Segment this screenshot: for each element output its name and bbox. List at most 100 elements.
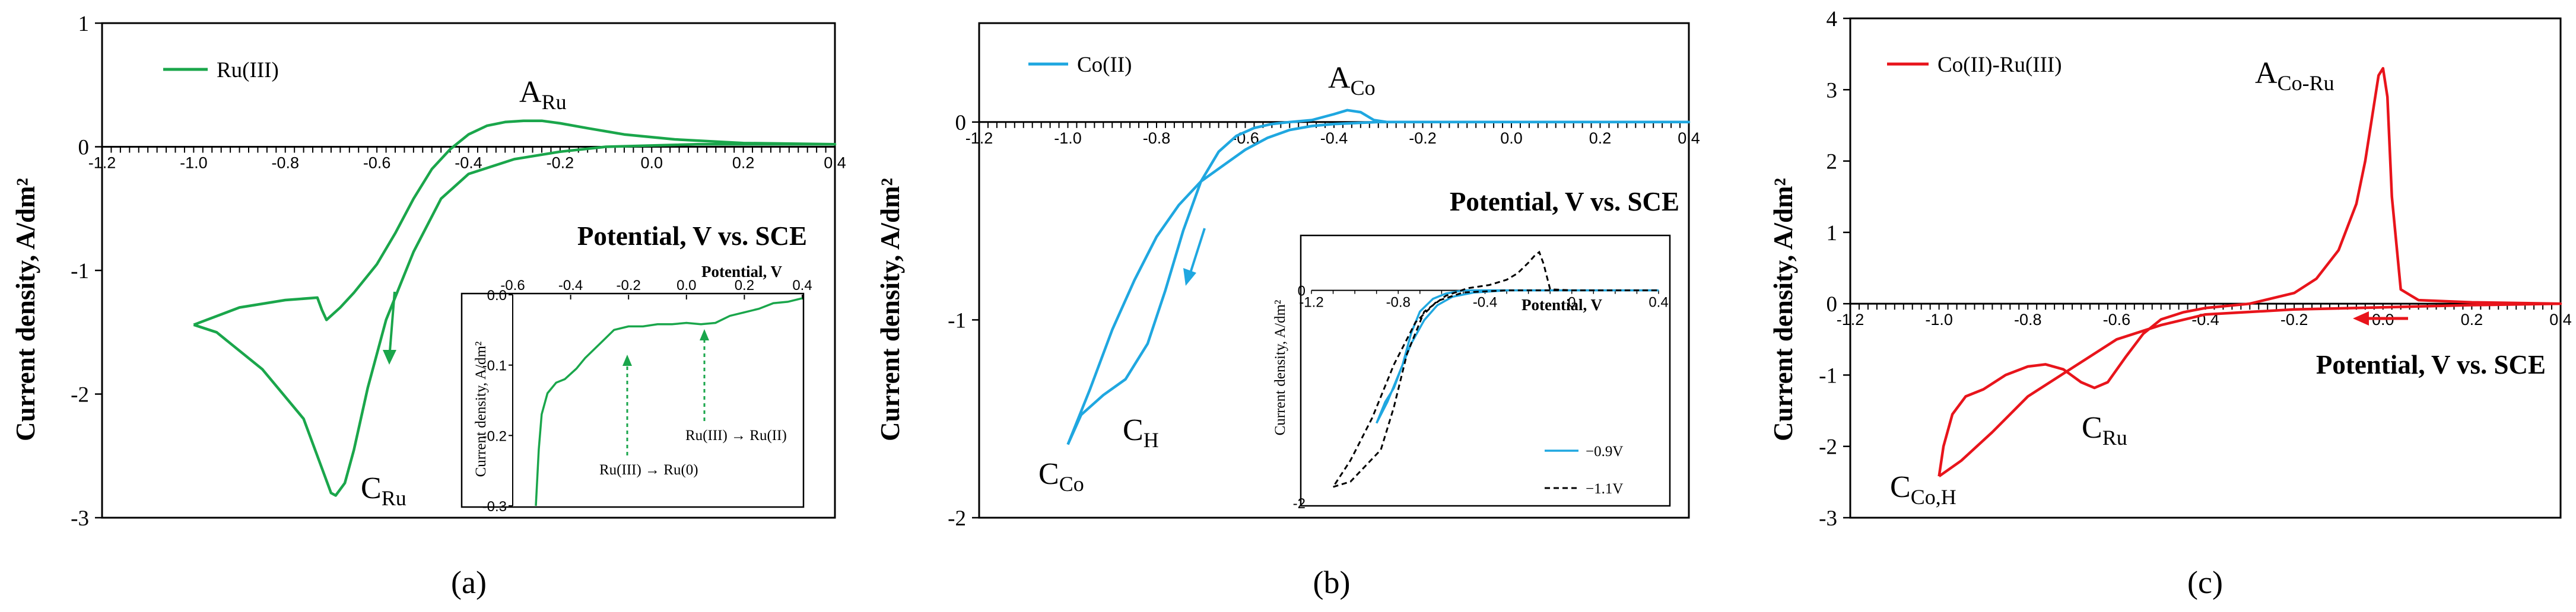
- x-tick-label: -1.0: [1925, 311, 1953, 329]
- y-tick-label: -1: [1819, 364, 1837, 388]
- inset-x-tick-label: 0.4: [792, 278, 812, 294]
- panel-a: Current density, A/dm² -1.2 -1.0 -0.8 -0.6 -…: [11, 12, 846, 600]
- scan-arrowhead-a: [383, 350, 396, 365]
- anno-a-co: ACo: [1328, 61, 1376, 100]
- x-axis-title-b: Potential, V vs. SCE: [1450, 187, 1679, 216]
- x-tick-label: -1.2: [1837, 311, 1864, 329]
- panel-b: Current density, A/dm² -1.2 -1.0 -0.8 -0.6-…: [875, 22, 1700, 600]
- y-tick-label: 0: [955, 111, 967, 135]
- series-line-ru-iii-: [193, 119, 837, 497]
- inset-y-tick-label: -2: [1293, 496, 1306, 512]
- y-tick-label: 2: [1827, 150, 1838, 174]
- inset-x-title-a: Potential, V: [701, 263, 782, 280]
- x-tick-label: -0.4: [455, 154, 482, 172]
- x-tick-label: -0.2: [2280, 311, 2308, 329]
- inset-x-tick-label: -0.2: [617, 278, 641, 294]
- inset-note-ru2: Ru(III) → Ru(II): [685, 428, 787, 444]
- anno-c-coh: CCo,H: [1890, 470, 1956, 509]
- y-axis-title-a: Current density, A/dm²: [11, 178, 40, 441]
- inset-y-title-b: Current density, A/dm²: [1272, 300, 1288, 436]
- x-tick-label: 0.0: [640, 154, 663, 172]
- anno-a-ru: ARu: [519, 75, 567, 114]
- y-tick-label: -1: [71, 259, 89, 283]
- inset-x-title-b: Potential, V: [1522, 296, 1602, 314]
- x-tick-label: -0.6: [363, 154, 391, 172]
- anno-c-co: CCo: [1038, 457, 1084, 496]
- inset-frame-b: [1300, 234, 1671, 507]
- legend-label-a: Ru(III): [217, 58, 279, 82]
- y-tick-label: -2: [1819, 435, 1837, 460]
- y-tick-label: 4: [1827, 7, 1838, 31]
- y-tick-label: -1: [948, 308, 966, 333]
- legend-label-b: Co(II): [1077, 53, 1132, 77]
- y-tick-label: -3: [1819, 506, 1837, 531]
- inset-legend-label-1: −0.9V: [1586, 444, 1623, 460]
- scan-arrow-a: [389, 291, 396, 352]
- scan-arrowhead-b: [1183, 268, 1196, 286]
- y-axis-title-c: Current density, A/dm²: [1768, 178, 1798, 441]
- x-tick-label: 0.2: [2461, 311, 2483, 329]
- inset-arrowhead-1: [622, 355, 632, 366]
- y-tick-label: 1: [78, 12, 90, 36]
- y-tick-label: -2: [71, 383, 89, 407]
- inset-x-tick-label: -0.8: [1386, 295, 1411, 311]
- y-tick-label: 0: [1827, 292, 1838, 317]
- x-tick-label: 0.2: [1589, 129, 1612, 147]
- x-tick-label: -0.8: [271, 154, 299, 172]
- x-tick-label: 0.4: [1678, 129, 1700, 147]
- y-tick-label: -3: [71, 506, 89, 531]
- inset-frame-a: [460, 292, 805, 508]
- legend-label-c: Co(II)-Ru(III): [1937, 53, 2062, 77]
- x-axis-title-a: Potential, V vs. SCE: [577, 221, 807, 251]
- x-tick-label: -0.8: [2014, 311, 2042, 329]
- inset-x-tick-label: -0.6: [500, 278, 525, 294]
- x-tick-label: -0.4: [1320, 129, 1348, 147]
- y-tick-label: 1: [1827, 221, 1838, 246]
- panel-label-a: (a): [451, 565, 487, 600]
- inset-y-tick-label: 0.0: [487, 288, 507, 304]
- anno-c-ru: CRu: [361, 471, 406, 510]
- inset-series-line: [535, 297, 803, 506]
- inset-legend-label-2: −1.1V: [1586, 481, 1623, 497]
- series-line-co-ii-ru-iii-: [1937, 66, 2562, 478]
- inset-x-tick-label: 0.0: [676, 278, 696, 294]
- x-tick-label: 0.4: [2549, 311, 2572, 329]
- x-tick-label: 0.2: [732, 154, 755, 172]
- x-tick-label: 0.4: [824, 154, 846, 172]
- x-tick-label: -0.2: [547, 154, 574, 172]
- x-axis-title-c: Potential, V vs. SCE: [2316, 350, 2546, 380]
- x-tick-label: -0.6: [2103, 311, 2131, 329]
- inset-y-tick-label: -0.2: [482, 428, 507, 444]
- inset-y-tick-label: -0.3: [482, 499, 507, 515]
- panel-label-b: (b): [1313, 565, 1351, 600]
- anno-c-ru-c: CRu: [2082, 411, 2127, 450]
- plot-frame-b: [978, 22, 1690, 519]
- x-tick-label: -1.0: [180, 154, 208, 172]
- x-tick-label: -0.2: [1409, 129, 1437, 147]
- panel-label-c: (c): [2187, 565, 2223, 600]
- y-tick-label: 0: [78, 136, 90, 160]
- x-tick-label: -1.2: [88, 154, 116, 172]
- plot-frame-c: [1849, 17, 2562, 519]
- x-tick-label: -1.0: [1054, 129, 1082, 147]
- inset-b: Current density, A/dm² Potential, V -1.2…: [1272, 234, 1671, 512]
- inset-x-tick-label: -0.4: [1473, 295, 1497, 311]
- y-tick-label: 3: [1827, 78, 1838, 103]
- series-line-co-ii-: [1066, 109, 1691, 445]
- inset-y-tick-label: -0.1: [482, 358, 507, 374]
- inset-arrowhead-2: [700, 329, 709, 340]
- y-tick-label: -2: [948, 506, 966, 531]
- anno-a-coru: ACo-Ru: [2255, 56, 2334, 95]
- inset-series-line-2: [1332, 250, 1659, 488]
- y-axis-title-b: Current density, A/dm²: [875, 178, 905, 441]
- inset-x-tick-label: -1.2: [1299, 295, 1323, 311]
- anno-c-h: CH: [1123, 413, 1159, 452]
- inset-a: Potential, V Current density, A/dm² -0.6…: [460, 263, 812, 515]
- inset-x-tick-label: 0: [1568, 295, 1576, 311]
- scan-arrow-b: [1189, 228, 1206, 273]
- x-tick-label: 0.0: [1500, 129, 1523, 147]
- inset-y-tick-label: 0: [1298, 283, 1306, 299]
- inset-x-tick-label: 0.4: [1648, 295, 1668, 311]
- inset-x-tick-label: -0.4: [558, 278, 583, 294]
